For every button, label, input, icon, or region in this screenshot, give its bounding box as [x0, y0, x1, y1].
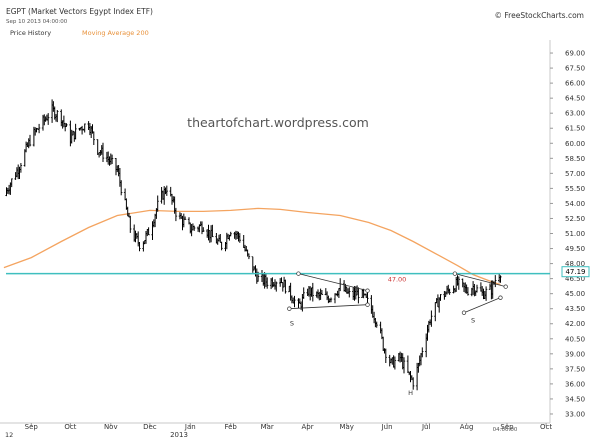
- pattern-label: S: [471, 317, 475, 325]
- corner-label: 12: [5, 431, 13, 439]
- y-tick-label: 63.00: [565, 110, 585, 118]
- chart-title: EGPT (Market Vectors Egypt Index ETF): [6, 7, 153, 16]
- price-bars: [5, 99, 502, 391]
- y-tick-label: 40.50: [565, 335, 585, 343]
- x-tick-label: Nov: [104, 423, 118, 431]
- x-tick-label: Aug: [460, 423, 474, 431]
- x-tick-label: Mar: [261, 423, 274, 431]
- credit-text: © FreeStockCharts.com: [495, 11, 584, 20]
- trendline: [298, 273, 368, 292]
- x-tick-label: Oct: [540, 423, 552, 431]
- trendline: [289, 304, 368, 310]
- y-tick-label: 55.50: [565, 185, 585, 193]
- y-tick-label: 54.00: [565, 200, 585, 208]
- y-tick-label: 39.00: [565, 350, 585, 358]
- legend-price-history[interactable]: Price History: [10, 29, 51, 37]
- y-tick-label: 43.50: [565, 305, 585, 313]
- x-tick-label: Sep: [500, 423, 514, 431]
- chart-date: Sep 10 2013 04:00:00: [6, 19, 68, 25]
- x-tick-label: Dec: [143, 423, 157, 431]
- trendline-group: [287, 271, 508, 315]
- y-tick-label: 60.00: [565, 140, 585, 148]
- last-price-label: 47.19: [565, 268, 585, 276]
- x-tick-label: Jan: [184, 423, 196, 431]
- trendline-endpoint: [452, 271, 458, 276]
- x-axis: Sep Oct Nov Dec Jan Feb Mar Apr May Jun Jul Aug Sep O…: [25, 423, 552, 431]
- x-tick-label: Jun: [381, 423, 393, 431]
- y-tick-label: 57.00: [565, 170, 585, 178]
- watermark-text: theartofchart.wordpress.com: [187, 115, 369, 130]
- pattern-label: H: [408, 389, 413, 397]
- time-label: 04:00:00: [493, 427, 518, 433]
- y-tick-label: 42.00: [565, 320, 585, 328]
- y-tick-label: 46.50: [565, 275, 585, 283]
- y-tick-label: 48.00: [565, 260, 585, 268]
- legend-moving-average[interactable]: Moving Average 200: [82, 29, 149, 37]
- last-price-box: [561, 266, 590, 278]
- trendline-endpoint: [461, 310, 467, 315]
- last-price-group: 47.19: [561, 266, 590, 278]
- pattern-label-group: S H S: [290, 317, 475, 397]
- moving-average-line: [3, 207, 501, 286]
- y-tick-label: 51.00: [565, 230, 585, 238]
- y-tick-label: 33.00: [565, 410, 585, 418]
- y-tick-label: 37.50: [565, 365, 585, 373]
- y-tick-label: 36.00: [565, 380, 585, 388]
- x-tick-label: Oct: [64, 423, 76, 431]
- y-tick-label: 58.50: [565, 155, 585, 163]
- y-tick-label: 52.50: [565, 215, 585, 223]
- trendline-endpoint: [365, 288, 370, 293]
- y-tick-label: 34.50: [565, 395, 585, 403]
- trendline-endpoint: [365, 302, 370, 307]
- resistance-group: 47.00: [6, 272, 550, 284]
- y-tick-label: 45.00: [565, 290, 585, 298]
- y-tick-label: 64.50: [565, 95, 585, 103]
- x-tick-label: Sep: [25, 423, 39, 431]
- x-tick-label: May: [339, 423, 353, 431]
- y-tick-label: 49.50: [565, 245, 585, 253]
- y-tick-label: 67.50: [565, 65, 585, 73]
- resistance-label: 47.00: [388, 276, 407, 284]
- trendline: [454, 273, 506, 288]
- trendline-endpoint: [503, 284, 508, 289]
- trendline: [463, 297, 501, 314]
- x-tick-label: Feb: [224, 423, 237, 431]
- y-tick-label: 69.00: [565, 50, 585, 58]
- trendline-endpoint: [296, 271, 301, 276]
- y-tick-label: 66.00: [565, 80, 585, 88]
- x-tick-label: Jul: [421, 423, 431, 431]
- year-label: 2013: [170, 431, 188, 439]
- x-tick-label: Apr: [302, 423, 314, 431]
- trendline-endpoint: [498, 295, 503, 300]
- pattern-label: S: [290, 320, 294, 328]
- y-tick-label: 61.50: [565, 125, 585, 133]
- trendline-endpoint: [287, 306, 292, 311]
- y-axis: 33.00 34.50 36.00 37.50 39.00 40.50 42.00 43.50…: [550, 50, 585, 418]
